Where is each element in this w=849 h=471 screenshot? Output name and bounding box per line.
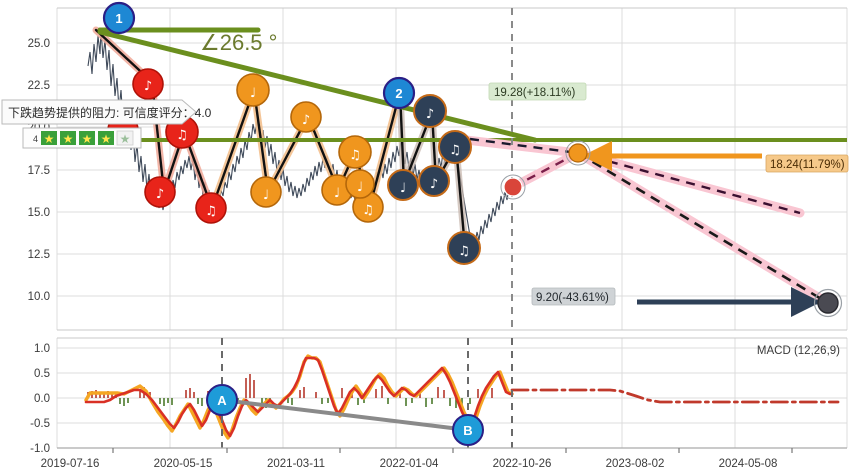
x-tick-4: 2022-10-26 xyxy=(493,458,552,470)
svg-text:★: ★ xyxy=(82,132,93,146)
svg-text:♫: ♫ xyxy=(205,204,217,219)
projection-dash-entry xyxy=(469,137,579,155)
x-tick-5: 2023-08-02 xyxy=(606,458,665,470)
macd-dea-line xyxy=(84,356,514,438)
star-icon: ★ xyxy=(79,131,95,146)
star-icon: ★ xyxy=(41,131,57,146)
svg-text:♫: ♫ xyxy=(349,148,361,163)
projection-up-label-text: 19.28(+18.11%) xyxy=(494,87,575,99)
y-tick-10: 10.0 xyxy=(28,291,50,303)
macd-tick-0_5: 0.5 xyxy=(34,368,50,380)
projection-mid-label[interactable]: 18.24(11.79%) xyxy=(765,154,849,173)
trend-angle-label: ∠26.5 ° xyxy=(200,30,277,55)
x-tick-3: 2022-01-04 xyxy=(380,458,439,470)
x-tick-0: 2019-07-16 xyxy=(41,458,100,470)
macd-trend-ab xyxy=(220,398,470,432)
x-tick-2: 2021-03-11 xyxy=(267,458,325,470)
marker-red-note[interactable]: ♪ xyxy=(132,68,164,100)
wave-marker-1[interactable]: 1 xyxy=(102,1,136,35)
macd-projection-line xyxy=(510,388,840,404)
x-tick-6: 2024-05-08 xyxy=(719,458,778,470)
macd-marker-b-label: B xyxy=(463,423,472,438)
confidence-rating[interactable]: 4 ★ ★ ★ ★ ★ xyxy=(22,127,142,149)
confidence-score-value: 4 xyxy=(33,134,38,144)
zigzag-markers: ♪ ♪ ♫ ♫ ♪ ♩ ♩ xyxy=(107,68,843,318)
svg-text:♪: ♪ xyxy=(426,107,434,122)
marker-orange-note[interactable]: ♫ xyxy=(338,135,372,169)
star-icon-empty: ★ xyxy=(116,130,134,146)
wave-marker-1-label: 1 xyxy=(115,11,122,26)
marker-pivot-node[interactable] xyxy=(565,140,591,166)
x-axis-ticks xyxy=(112,448,793,453)
marker-navy-note[interactable]: ♩ xyxy=(387,169,419,201)
svg-text:★: ★ xyxy=(120,132,131,146)
price-panel: 25.0 22.5 20.0 17.5 15.0 12.5 10.0 xyxy=(1,1,849,331)
marker-navy-note[interactable]: ♫ xyxy=(447,231,481,265)
marker-red-note[interactable]: ♫ xyxy=(195,192,227,224)
wave-marker-2[interactable]: 2 xyxy=(382,76,416,110)
projection-dash-mid xyxy=(577,151,801,215)
marker-orange-note[interactable]: ♪ xyxy=(290,101,322,133)
y-tick-17_5: 17.5 xyxy=(28,165,50,177)
svg-text:★: ★ xyxy=(63,132,74,146)
marker-small-red-current[interactable] xyxy=(500,174,526,200)
marker-navy-note[interactable]: ♪ xyxy=(418,165,450,197)
projection-up-label[interactable]: 19.28(+18.11%) xyxy=(488,82,587,101)
macd-marker-a-label: A xyxy=(217,393,227,408)
svg-text:♩: ♩ xyxy=(357,180,363,195)
projection-down-label-text: 9.20(-43.61%) xyxy=(536,292,609,304)
svg-text:♩: ♩ xyxy=(250,86,256,101)
star-icon: ★ xyxy=(98,131,114,146)
svg-text:♫: ♫ xyxy=(362,203,374,218)
svg-text:♩: ♩ xyxy=(263,188,269,203)
svg-text:★: ★ xyxy=(101,132,112,146)
projection-dash-up xyxy=(512,151,579,189)
svg-text:♪: ♪ xyxy=(144,79,152,94)
macd-marker-a[interactable]: A xyxy=(206,384,238,416)
macd-y-axis-labels: 1.0 0.5 0.0 -0.5 -1.0 xyxy=(30,343,50,455)
trend-resistance-line xyxy=(97,29,538,143)
macd-panel: 1.0 0.5 0.0 -0.5 -1.0 xyxy=(30,337,848,470)
projection-down-label[interactable]: 9.20(-43.61%) xyxy=(531,287,616,306)
projection-dash-down xyxy=(577,151,829,305)
macd-tick-0: 0.0 xyxy=(34,393,50,405)
marker-orange-note[interactable]: ♩ xyxy=(345,169,375,199)
resistance-tooltip[interactable]: 下跌趋势提供的阻力: 可信度评分：4.0 xyxy=(1,99,212,125)
macd-tick-neg0_5: -0.5 xyxy=(30,418,50,430)
y-tick-15: 15.0 xyxy=(28,207,50,219)
projection-mid-label-text: 18.24(11.79%) xyxy=(770,159,845,171)
y-tick-12_5: 12.5 xyxy=(28,249,50,261)
x-tick-1: 2020-05-15 xyxy=(154,458,213,470)
svg-text:♫: ♫ xyxy=(458,244,470,259)
svg-text:♫: ♫ xyxy=(176,128,188,143)
macd-tick-1: 1.0 xyxy=(34,343,50,355)
macd-tick-neg1: -1.0 xyxy=(30,443,50,455)
marker-orange-note[interactable]: ♩ xyxy=(236,73,270,107)
x-axis-labels: 2019-07-16 2020-05-15 2021-03-11 2022-01… xyxy=(41,458,778,470)
wave-marker-2-label: 2 xyxy=(395,86,402,101)
svg-text:♪: ♪ xyxy=(430,177,438,192)
marker-navy-note[interactable]: ♪ xyxy=(413,94,447,128)
svg-text:♪: ♪ xyxy=(302,113,310,128)
marker-down-target-node[interactable] xyxy=(813,288,843,318)
svg-text:♪: ♪ xyxy=(156,187,164,202)
price-y-axis-labels: 25.0 22.5 20.0 17.5 15.0 12.5 10.0 xyxy=(28,38,50,303)
marker-navy-note[interactable]: ♫ xyxy=(438,130,472,164)
y-tick-25: 25.0 xyxy=(28,38,50,50)
marker-red-note[interactable]: ♪ xyxy=(144,176,176,208)
resistance-tooltip-text: 下跌趋势提供的阻力: 可信度评分：4.0 xyxy=(8,105,212,120)
svg-text:♩: ♩ xyxy=(334,186,340,201)
svg-text:♫: ♫ xyxy=(449,143,461,158)
star-icon: ★ xyxy=(60,131,76,146)
svg-text:♩: ♩ xyxy=(400,181,406,196)
marker-orange-note[interactable]: ♩ xyxy=(250,176,282,208)
macd-indicator-label: MACD (12,26,9) xyxy=(757,345,840,357)
macd-marker-b[interactable]: B xyxy=(452,414,484,446)
svg-text:★: ★ xyxy=(44,132,55,146)
y-tick-22_5: 22.5 xyxy=(28,80,50,92)
